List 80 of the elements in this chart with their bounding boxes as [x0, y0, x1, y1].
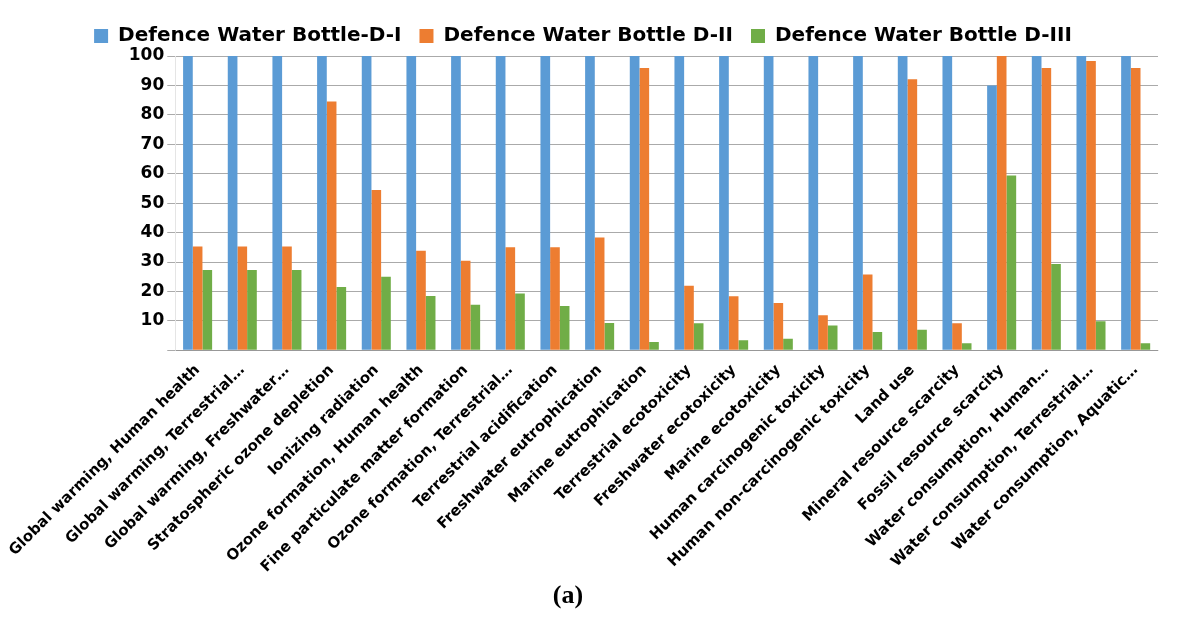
bar — [684, 285, 694, 350]
bar — [783, 338, 793, 350]
y-tick-label: 80 — [140, 103, 165, 124]
bar — [1130, 68, 1141, 350]
y-tick-label: 10 — [140, 309, 165, 330]
bar — [282, 246, 292, 350]
bar — [773, 302, 784, 350]
bar — [192, 246, 203, 350]
bar — [202, 269, 213, 350]
bar — [336, 287, 347, 350]
bar — [227, 56, 238, 350]
bar — [942, 56, 953, 350]
bar — [1051, 264, 1061, 350]
bar — [808, 56, 819, 350]
bar — [1095, 321, 1106, 350]
bar — [693, 323, 704, 350]
bar — [515, 293, 525, 350]
bar — [639, 68, 650, 350]
bar — [272, 56, 283, 350]
bar — [674, 56, 685, 350]
bar — [361, 56, 372, 350]
bar — [416, 250, 426, 350]
bar — [425, 295, 436, 350]
bar — [381, 276, 391, 350]
bar — [1121, 56, 1131, 350]
y-tick-label: 60 — [140, 162, 165, 183]
y-tick-label: 70 — [140, 132, 165, 153]
bar — [460, 260, 471, 350]
y-tick-label: 100 — [128, 44, 165, 65]
bar — [987, 85, 997, 350]
bar — [629, 56, 640, 350]
text: (a) — [552, 579, 584, 609]
y-tick-label: 40 — [140, 221, 165, 242]
bar — [585, 56, 595, 350]
bar — [247, 269, 257, 350]
bar — [827, 325, 838, 350]
legend-label: Defence Water Bottle-D-I — [118, 22, 402, 47]
bar — [1041, 68, 1052, 350]
bar — [594, 237, 605, 350]
bar — [719, 56, 729, 350]
bar — [237, 246, 248, 350]
bar — [505, 247, 516, 350]
bar — [738, 340, 749, 350]
bar — [1086, 61, 1096, 350]
bar — [540, 56, 551, 350]
bar — [326, 101, 337, 350]
bar — [183, 56, 193, 350]
bar — [862, 274, 873, 350]
legend-label: Defence Water Bottle D-III — [774, 22, 1072, 47]
bar — [952, 323, 962, 350]
y-tick-label: 90 — [140, 73, 165, 94]
bar — [291, 269, 302, 350]
y-tick-label: 20 — [140, 279, 165, 300]
y-tick-label: 30 — [140, 250, 165, 271]
bar — [406, 56, 417, 350]
bar — [872, 332, 883, 350]
legend-label: Defence Water Bottle D-II — [443, 22, 733, 47]
bar — [1140, 343, 1151, 350]
bar — [728, 296, 739, 350]
bar — [317, 56, 327, 350]
bar — [897, 56, 908, 350]
bar — [907, 79, 918, 350]
bar — [853, 56, 863, 350]
bar — [495, 56, 506, 350]
bar — [371, 189, 382, 350]
bar — [996, 56, 1007, 350]
bar — [818, 315, 828, 350]
bar — [451, 56, 461, 350]
bar — [1076, 56, 1087, 350]
bar — [649, 342, 659, 350]
bar — [559, 305, 570, 350]
bar — [604, 322, 615, 350]
bar — [917, 329, 927, 350]
bar — [961, 343, 972, 350]
bar — [470, 304, 481, 350]
bar — [1031, 56, 1042, 350]
bar — [763, 56, 774, 350]
y-tick-label: 50 — [140, 191, 165, 212]
bar — [1006, 175, 1017, 350]
bar — [550, 247, 560, 350]
